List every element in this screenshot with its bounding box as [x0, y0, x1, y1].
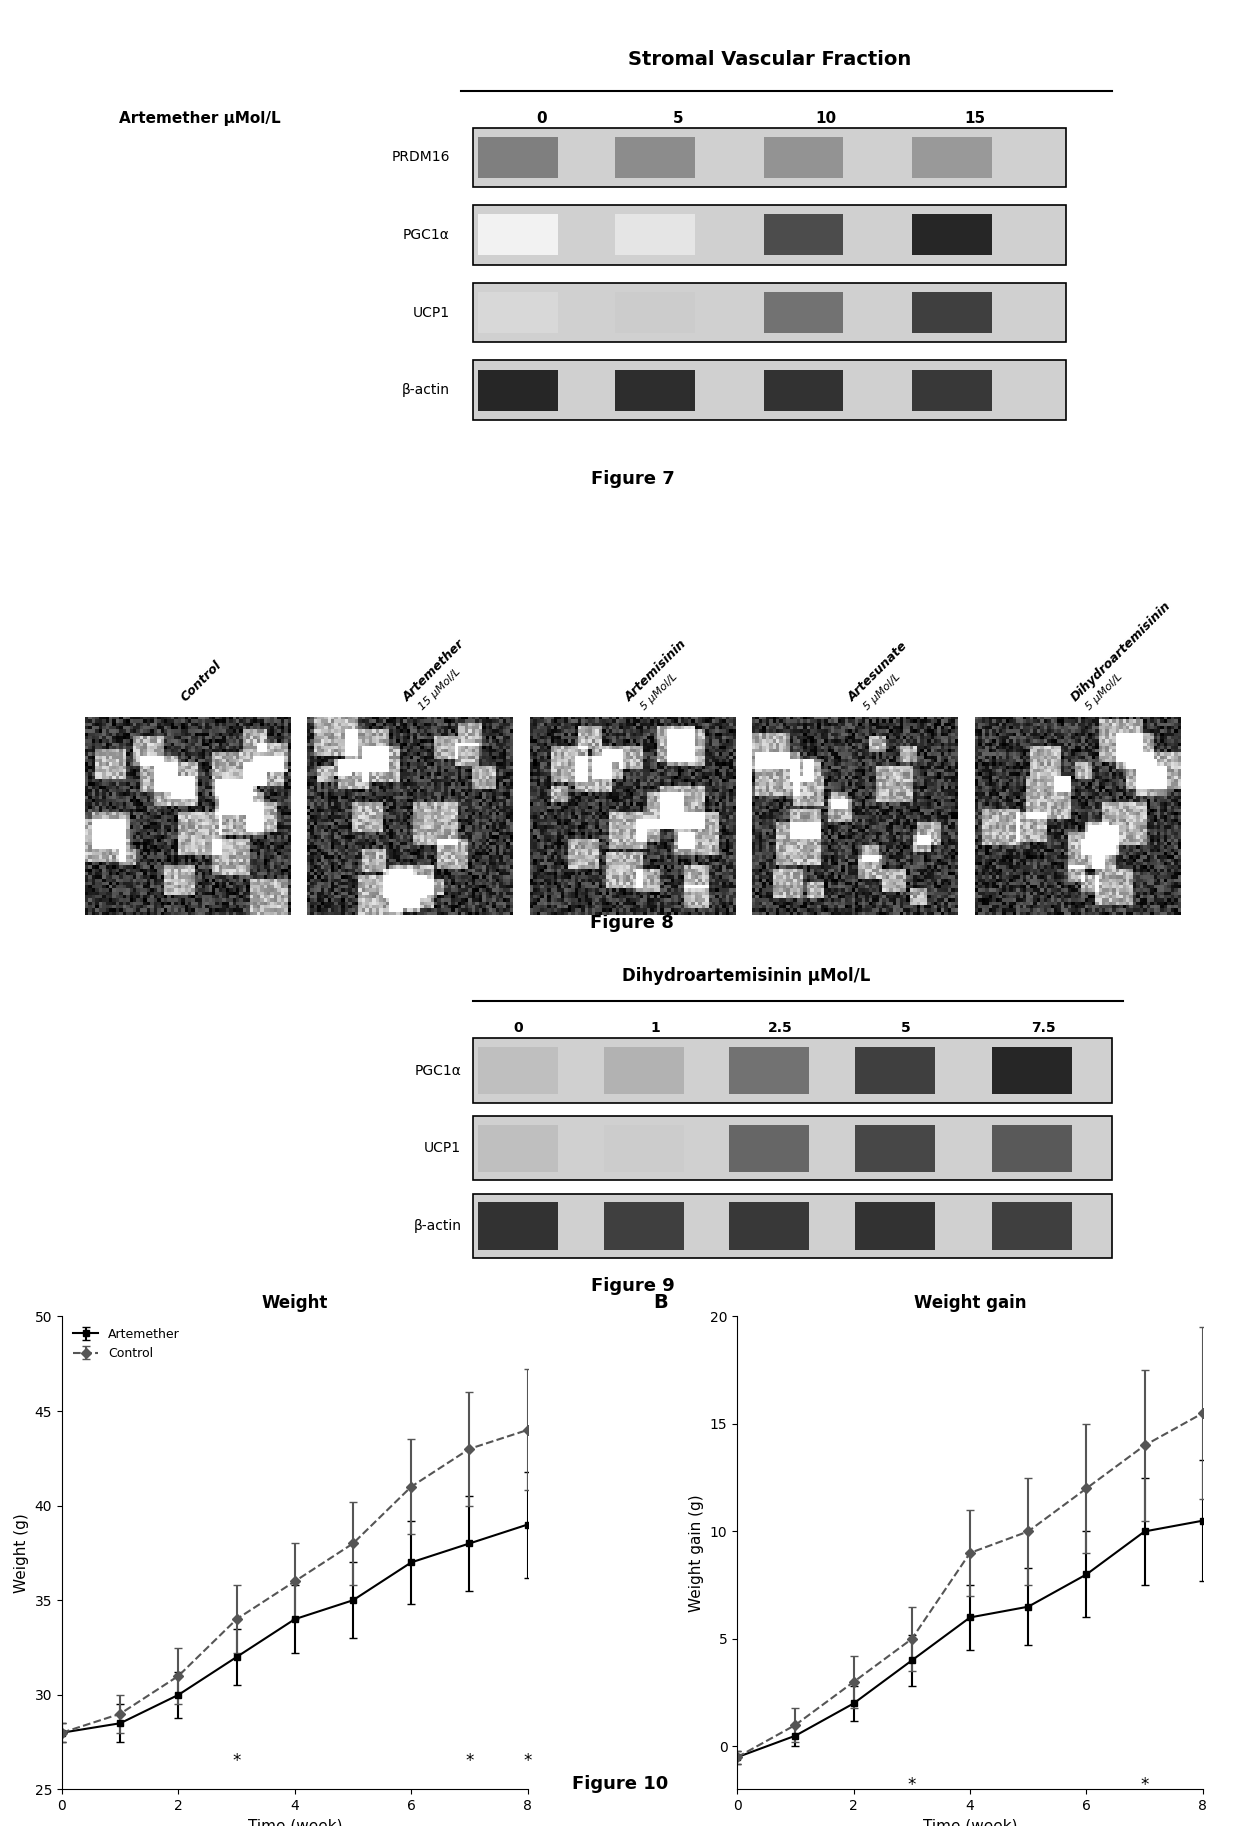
Text: Figure 9: Figure 9	[590, 1276, 675, 1295]
FancyBboxPatch shape	[479, 214, 558, 256]
X-axis label: Time (week): Time (week)	[923, 1819, 1017, 1826]
X-axis label: Time (week): Time (week)	[248, 1819, 342, 1826]
FancyBboxPatch shape	[911, 292, 992, 332]
Text: 5 μMol/L: 5 μMol/L	[862, 672, 901, 712]
FancyBboxPatch shape	[854, 1046, 935, 1094]
FancyBboxPatch shape	[472, 283, 1066, 341]
Text: *: *	[465, 1753, 474, 1769]
FancyBboxPatch shape	[604, 1046, 683, 1094]
FancyBboxPatch shape	[992, 1202, 1071, 1249]
Text: Figure 8: Figure 8	[590, 915, 675, 931]
Legend: Artemether, Control: Artemether, Control	[68, 1322, 185, 1364]
FancyBboxPatch shape	[615, 292, 696, 332]
Text: UCP1: UCP1	[413, 305, 450, 320]
FancyBboxPatch shape	[854, 1125, 935, 1172]
FancyBboxPatch shape	[472, 205, 1066, 265]
Text: Dihydroartemisinin: Dihydroartemisinin	[1068, 599, 1173, 703]
FancyBboxPatch shape	[479, 1046, 558, 1094]
Text: Figure 10: Figure 10	[572, 1775, 668, 1793]
Text: *: *	[1141, 1777, 1148, 1795]
FancyBboxPatch shape	[604, 1125, 683, 1172]
FancyBboxPatch shape	[604, 1202, 683, 1249]
Text: 0: 0	[513, 1021, 523, 1035]
Text: β-actin: β-actin	[413, 1220, 461, 1233]
FancyBboxPatch shape	[729, 1046, 810, 1094]
FancyBboxPatch shape	[764, 369, 843, 411]
Text: 5: 5	[901, 1021, 911, 1035]
FancyBboxPatch shape	[764, 292, 843, 332]
FancyBboxPatch shape	[911, 369, 992, 411]
Text: 2.5: 2.5	[769, 1021, 794, 1035]
Text: PRDM16: PRDM16	[392, 150, 450, 164]
Text: 5 μMol/L: 5 μMol/L	[639, 672, 680, 712]
Text: 0: 0	[536, 111, 547, 126]
Text: *: *	[908, 1777, 916, 1795]
Text: 5: 5	[673, 111, 683, 126]
Title: Weight gain: Weight gain	[914, 1295, 1027, 1313]
Text: β-actin: β-actin	[402, 383, 450, 396]
FancyBboxPatch shape	[479, 137, 558, 177]
FancyBboxPatch shape	[615, 137, 696, 177]
Title: Weight: Weight	[262, 1295, 329, 1313]
FancyBboxPatch shape	[992, 1125, 1071, 1172]
FancyBboxPatch shape	[472, 1194, 1111, 1258]
FancyBboxPatch shape	[615, 214, 696, 256]
Text: 5 μMol/L: 5 μMol/L	[1084, 672, 1125, 712]
FancyBboxPatch shape	[479, 292, 558, 332]
FancyBboxPatch shape	[854, 1202, 935, 1249]
FancyBboxPatch shape	[911, 137, 992, 177]
FancyBboxPatch shape	[472, 360, 1066, 420]
FancyBboxPatch shape	[479, 1125, 558, 1172]
FancyBboxPatch shape	[729, 1125, 810, 1172]
FancyBboxPatch shape	[764, 137, 843, 177]
Text: 10: 10	[816, 111, 837, 126]
Text: UCP1: UCP1	[424, 1141, 461, 1156]
Text: 1: 1	[650, 1021, 660, 1035]
Text: Artesunate: Artesunate	[846, 639, 910, 703]
FancyBboxPatch shape	[472, 1039, 1111, 1103]
Text: 7.5: 7.5	[1030, 1021, 1055, 1035]
Text: PGC1α: PGC1α	[414, 1063, 461, 1077]
Text: 15: 15	[963, 111, 986, 126]
Text: Dihydroartemisinin μMol/L: Dihydroartemisinin μMol/L	[622, 968, 870, 986]
FancyBboxPatch shape	[992, 1046, 1071, 1094]
Y-axis label: Weight (g): Weight (g)	[14, 1514, 30, 1592]
FancyBboxPatch shape	[729, 1202, 810, 1249]
Text: Stromal Vascular Fraction: Stromal Vascular Fraction	[627, 49, 911, 69]
Y-axis label: Weight gain (g): Weight gain (g)	[689, 1494, 704, 1612]
FancyBboxPatch shape	[472, 1116, 1111, 1180]
FancyBboxPatch shape	[479, 1202, 558, 1249]
Text: *: *	[232, 1753, 241, 1769]
FancyBboxPatch shape	[479, 369, 558, 411]
Text: Figure 7: Figure 7	[590, 469, 675, 488]
Text: Artemisinin: Artemisinin	[624, 637, 689, 703]
Text: Artemether μMol/L: Artemether μMol/L	[119, 111, 280, 126]
Text: *: *	[523, 1753, 532, 1769]
FancyBboxPatch shape	[615, 369, 696, 411]
Text: PGC1α: PGC1α	[403, 228, 450, 243]
Text: Artemether: Artemether	[401, 637, 467, 703]
Text: 15 μMol/L: 15 μMol/L	[417, 666, 463, 712]
FancyBboxPatch shape	[911, 214, 992, 256]
Text: Control: Control	[179, 657, 224, 703]
Text: B: B	[653, 1293, 668, 1311]
FancyBboxPatch shape	[472, 128, 1066, 186]
FancyBboxPatch shape	[764, 214, 843, 256]
